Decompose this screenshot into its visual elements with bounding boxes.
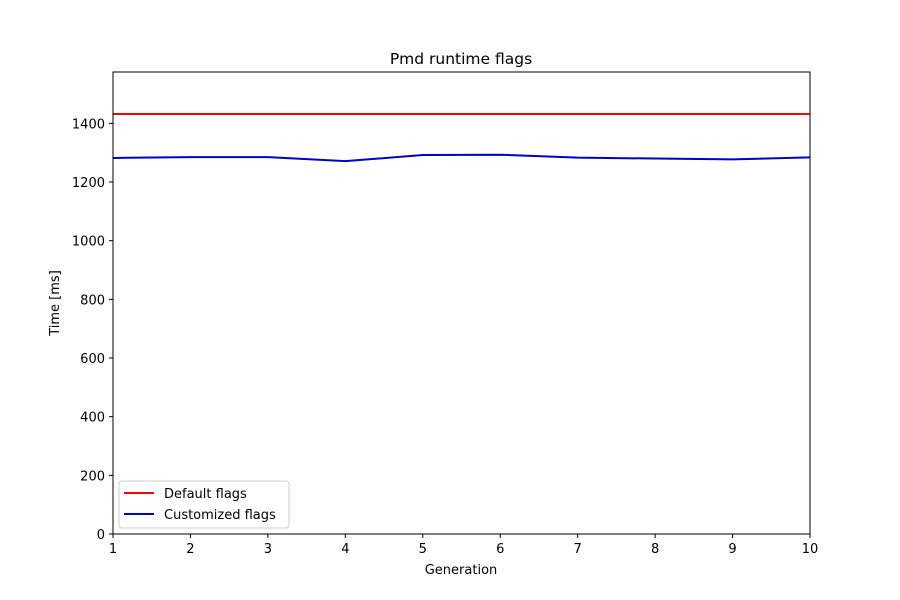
y-tick-label: 800 xyxy=(80,293,105,308)
legend-label-default-flags: Default flags xyxy=(164,487,247,502)
x-tick-label: 1 xyxy=(109,542,117,557)
x-tick-label: 10 xyxy=(802,542,819,557)
y-tick-label: 600 xyxy=(80,352,105,367)
x-tick-label: 6 xyxy=(496,542,504,557)
x-tick-label: 3 xyxy=(264,542,272,557)
x-tick-label: 4 xyxy=(341,542,349,557)
y-tick-label: 400 xyxy=(80,411,105,426)
y-tick-label: 0 xyxy=(97,528,105,543)
legend-box xyxy=(118,480,290,529)
plot-area: 1 2 3 4 5 6 7 8 9 10 0 200 400 600 800 1000 1200 1400 xyxy=(72,71,819,557)
y-tick-label: 1000 xyxy=(72,235,105,250)
legend-label-customized-flags: Customized flags xyxy=(164,508,276,523)
legend: Default flags Customized flags xyxy=(118,480,290,529)
axes-frame xyxy=(112,71,811,535)
x-tick-label: 8 xyxy=(651,542,659,557)
y-tick-label: 1200 xyxy=(72,176,105,191)
chart-title: Pmd runtime flags xyxy=(390,50,532,68)
x-tick-label: 9 xyxy=(728,542,736,557)
x-tick-label: 5 xyxy=(419,542,427,557)
x-tick-label: 2 xyxy=(186,542,194,557)
y-axis-label: Time [ms] xyxy=(48,270,63,337)
y-tick-label: 1400 xyxy=(72,117,105,132)
x-axis-label: Generation xyxy=(425,563,498,578)
series-line-customized-flags xyxy=(112,153,811,163)
x-tick-label: 7 xyxy=(574,542,582,557)
y-tick-label: 200 xyxy=(80,469,105,484)
